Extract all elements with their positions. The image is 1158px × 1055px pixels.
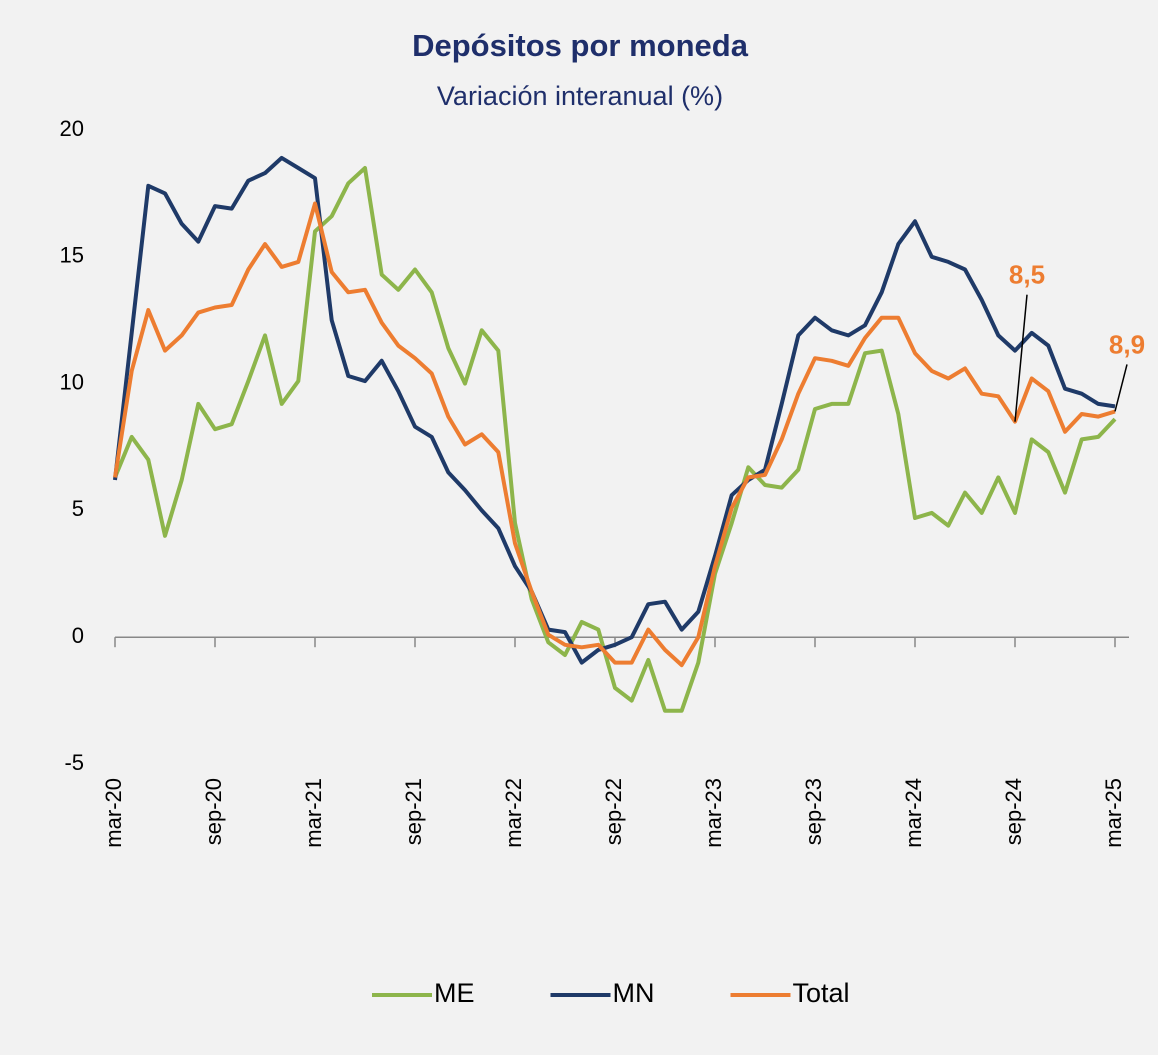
- series-line: [113, 155, 1116, 665]
- annotation-leader: [1114, 364, 1128, 412]
- x-tick-label: sep-24: [1001, 778, 1026, 845]
- x-tick-label: sep-23: [801, 778, 826, 845]
- legend-label: ME: [434, 978, 475, 1008]
- x-tick-label: mar-20: [101, 778, 126, 848]
- y-tick-label: -5: [64, 750, 84, 775]
- x-tick-label: mar-25: [1101, 778, 1126, 848]
- series-line: [113, 166, 1117, 713]
- y-tick-label: 5: [72, 496, 84, 521]
- x-tick-label: mar-21: [301, 778, 326, 848]
- x-tick-label: mar-23: [701, 778, 726, 848]
- chart-subtitle: Variación interanual (%): [437, 81, 723, 111]
- x-tick-label: sep-20: [201, 778, 226, 845]
- y-tick-label: 20: [60, 116, 84, 141]
- x-tick-label: mar-24: [901, 778, 926, 848]
- x-tick-label: sep-21: [401, 778, 426, 845]
- annotation-label: 8,9: [1109, 329, 1145, 359]
- y-tick-label: 0: [72, 623, 84, 648]
- x-tick-label: mar-22: [501, 778, 526, 848]
- series-line: [113, 201, 1116, 668]
- x-tick-label: sep-22: [601, 778, 626, 845]
- y-tick-label: 15: [60, 243, 84, 268]
- legend-label: MN: [613, 978, 655, 1008]
- legend-label: Total: [793, 978, 850, 1008]
- chart-title: Depósitos por moneda: [412, 28, 749, 63]
- y-tick-label: 10: [60, 369, 84, 394]
- annotation-leader: [1014, 294, 1028, 422]
- annotation-label: 8,5: [1009, 260, 1045, 290]
